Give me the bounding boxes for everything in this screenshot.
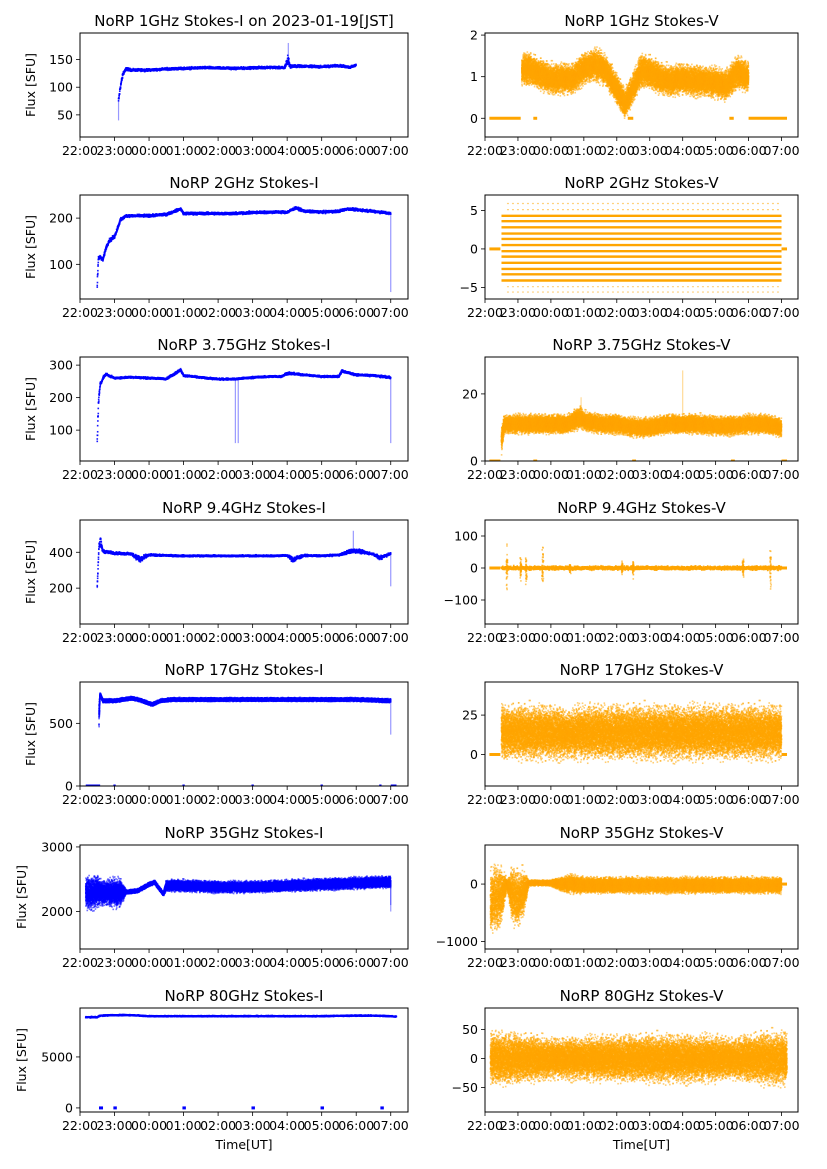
data-point (544, 91, 546, 93)
data-point (543, 61, 545, 63)
data-point (118, 98, 120, 100)
plot-area (489, 46, 787, 119)
data-point (534, 54, 536, 56)
data-point (548, 91, 550, 93)
x-tick-label: 05:00 (304, 143, 340, 158)
data-point (120, 88, 122, 90)
data-point (289, 62, 291, 64)
data-point (122, 77, 124, 79)
data-point (527, 51, 529, 53)
data-point (521, 85, 523, 87)
x-tick-label: 07:00 (373, 143, 409, 158)
data-point (119, 93, 121, 95)
data-point (541, 87, 543, 89)
data-point (285, 65, 287, 67)
data-point (288, 61, 290, 63)
data-point (546, 60, 548, 62)
data-point (536, 85, 538, 87)
y-tick-label: 100 (49, 80, 73, 95)
x-tick-label: 00:00 (131, 143, 167, 158)
x-tick-label: 02:00 (200, 143, 236, 158)
data-point (120, 86, 122, 88)
data-point (521, 84, 523, 86)
data-point (543, 92, 545, 94)
data-series-stokes-v (521, 46, 749, 119)
subplot-p1v: NoRP 1GHz Stokes-V22:0023:0000:0001:0002… (467, 12, 800, 158)
data-point (538, 88, 540, 90)
data-series-stokes-i (118, 55, 357, 102)
data-point (534, 86, 536, 88)
data-point (540, 57, 542, 59)
data-point (530, 56, 532, 58)
plot-area (118, 43, 357, 120)
x-tick-label: 22:00 (62, 143, 98, 158)
data-point (355, 64, 357, 66)
data-point (526, 56, 528, 58)
subplot-p1i: NoRP 1GHz Stokes-I on 2023-01-19[JST] 22:… (23, 12, 409, 158)
data-point (549, 93, 551, 95)
y-tick-label: 150 (49, 52, 73, 67)
data-point (118, 95, 120, 97)
data-point (533, 54, 535, 56)
x-tick-label: 03:00 (235, 143, 271, 158)
data-point (540, 90, 542, 92)
y-tick-label: 50 (57, 107, 73, 122)
data-point (530, 53, 532, 55)
y-axis-label: Flux [SFU] (23, 53, 38, 117)
data-point (119, 90, 121, 92)
axes-frame (80, 33, 408, 137)
data-point (536, 58, 538, 60)
data-point (528, 84, 530, 86)
subplot-title: NoRP 1GHz Stokes-I on 2023-01-19[JST] (94, 12, 394, 30)
x-tick-label: 01:00 (166, 143, 202, 158)
x-tick-label: 04:00 (269, 143, 305, 158)
x-tick-label: 23:00 (97, 143, 133, 158)
x-tick-label: 06:00 (338, 143, 374, 158)
